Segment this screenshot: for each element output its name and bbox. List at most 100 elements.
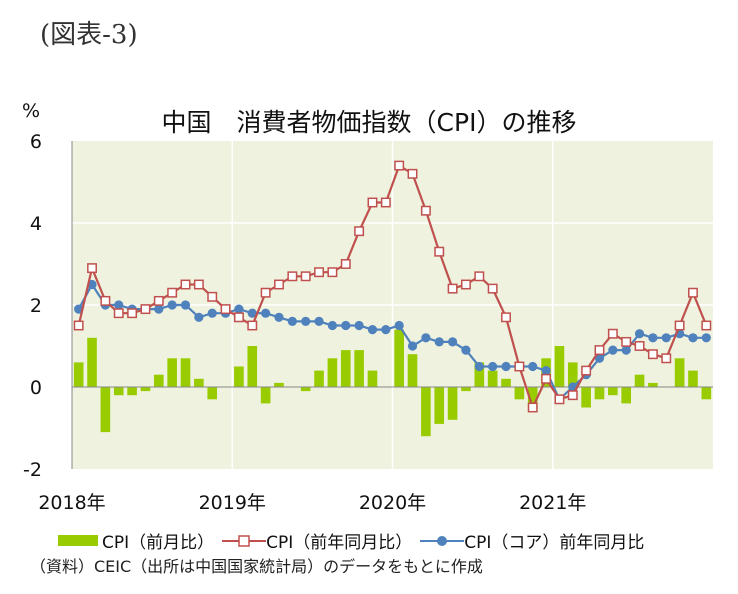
point-headline-yoy <box>167 287 178 298</box>
point-headline-yoy <box>674 320 685 331</box>
point-core-yoy <box>354 320 364 331</box>
point-headline-yoy <box>474 271 485 282</box>
x-year-label: 2018年 <box>38 492 105 514</box>
bar-mom <box>634 374 645 387</box>
bar-mom <box>194 378 204 387</box>
bar-mom <box>567 362 578 387</box>
legend-headline-line: CPI（前年同月比） <box>222 528 412 553</box>
point-headline-yoy <box>340 259 351 269</box>
point-headline-yoy <box>621 336 632 347</box>
point-core-yoy <box>314 316 324 326</box>
point-core-yoy <box>488 361 498 372</box>
point-headline-yoy <box>180 279 191 290</box>
point-core-yoy <box>194 312 204 322</box>
bar-mom <box>127 387 137 396</box>
point-headline-yoy <box>514 361 525 372</box>
point-core-yoy <box>154 304 164 314</box>
point-core-yoy <box>594 353 605 363</box>
bar-mom <box>247 346 258 387</box>
point-headline-yoy <box>100 295 111 306</box>
point-headline-yoy <box>607 328 618 339</box>
point-headline-yoy <box>434 246 445 257</box>
bar-mom <box>234 366 244 387</box>
legend-headline-swatch <box>222 534 267 547</box>
point-core-yoy <box>407 341 418 351</box>
legend-core-label: CPI（コア）前年同月比 <box>464 533 645 553</box>
bar-mom <box>367 370 378 387</box>
bar-mom <box>167 358 177 387</box>
point-headline-yoy <box>447 283 458 294</box>
point-core-yoy <box>261 308 271 318</box>
point-headline-yoy <box>594 345 605 356</box>
legend-bar: CPI（前月比） <box>58 528 214 553</box>
point-core-yoy <box>661 333 671 343</box>
bar-mom <box>434 387 445 424</box>
point-headline-yoy <box>460 279 471 290</box>
point-headline-yoy <box>567 390 578 401</box>
point-headline-yoy <box>394 160 405 171</box>
legend-headline-label: CPI（前年同月比） <box>266 533 413 553</box>
point-headline-yoy <box>527 402 538 413</box>
point-core-yoy <box>207 308 217 318</box>
point-headline-yoy <box>314 267 325 278</box>
point-headline-yoy <box>233 312 244 323</box>
point-core-yoy <box>327 320 338 331</box>
y-tick-label: 0 <box>30 377 42 399</box>
point-headline-yoy <box>688 287 698 298</box>
bar-mom <box>340 350 351 387</box>
legend-core-line: CPI（コア）前年同月比 <box>420 528 644 553</box>
point-headline-yoy <box>73 320 84 331</box>
point-core-yoy <box>381 325 391 335</box>
bar-mom <box>260 387 271 404</box>
point-core-yoy <box>648 333 658 343</box>
y-tick-label: -2 <box>23 459 42 481</box>
point-core-yoy <box>421 333 431 343</box>
point-headline-yoy <box>87 263 97 274</box>
point-core-yoy <box>474 361 484 372</box>
bar-mom <box>487 370 498 387</box>
point-core-yoy <box>341 320 351 331</box>
point-headline-yoy <box>193 279 204 290</box>
point-headline-yoy <box>274 279 284 290</box>
bar-mom <box>274 382 284 387</box>
bar-mom <box>327 358 338 387</box>
point-core-yoy <box>367 325 378 335</box>
point-headline-yoy <box>247 320 258 331</box>
bar-mom <box>180 358 191 387</box>
point-headline-yoy <box>380 197 391 208</box>
bar-mom <box>701 387 712 400</box>
bar-mom <box>447 387 458 420</box>
bar-mom <box>474 362 485 387</box>
point-headline-yoy <box>501 312 511 323</box>
bar-mom <box>688 370 698 387</box>
point-core-yoy <box>501 361 511 372</box>
point-headline-yoy <box>661 353 672 364</box>
bar-mom <box>581 387 591 408</box>
point-core-yoy <box>247 308 257 318</box>
point-core-yoy <box>634 329 645 339</box>
bar-mom <box>648 382 658 387</box>
bar-mom <box>501 378 511 387</box>
bar-mom <box>300 387 311 392</box>
legend: CPI（前月比） CPI（前年同月比） CPI（コア）前年同月比 <box>58 528 652 553</box>
point-headline-yoy <box>634 341 645 351</box>
bar-mom <box>674 358 685 387</box>
figure-label: (図表-3) <box>40 20 138 50</box>
point-headline-yoy <box>367 197 378 208</box>
point-headline-yoy <box>113 308 124 319</box>
point-headline-yoy <box>420 205 431 216</box>
bar-mom <box>407 354 418 387</box>
point-core-yoy <box>234 304 244 314</box>
point-headline-yoy <box>287 271 298 282</box>
point-core-yoy <box>167 300 177 310</box>
point-headline-yoy <box>354 226 365 237</box>
bar-mom <box>527 387 538 412</box>
point-headline-yoy <box>327 267 338 278</box>
point-core-yoy <box>274 312 284 322</box>
point-headline-yoy <box>487 283 498 294</box>
point-core-yoy <box>608 345 618 355</box>
y-tick-label: 6 <box>30 131 42 153</box>
bar-mom <box>554 346 565 387</box>
point-headline-yoy <box>127 308 138 319</box>
point-headline-yoy <box>701 320 712 331</box>
